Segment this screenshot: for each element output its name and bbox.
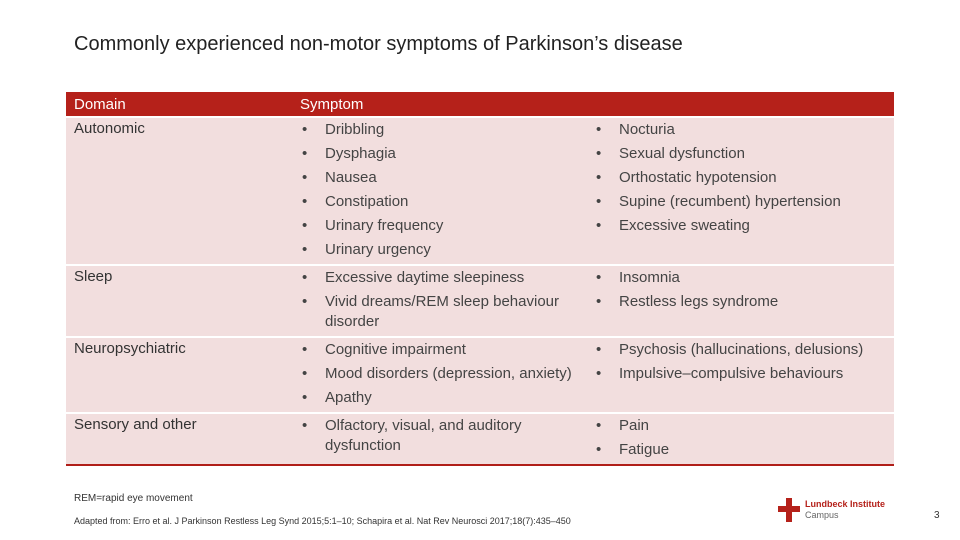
symptom-list: Pain Fatigue: [594, 416, 894, 460]
symptom-list: Insomnia Restless legs syndrome: [594, 268, 894, 312]
symptom-cell: Olfactory, visual, and auditory dysfunct…: [292, 413, 586, 465]
symptom-item: Olfactory, visual, and auditory dysfunct…: [300, 416, 586, 456]
symptom-list: Dribbling Dysphagia Nausea Constipation Urin…: [300, 120, 586, 260]
symptom-table: Domain Symptom Autonomic Dribbling Dysphag…: [66, 92, 894, 466]
symptom-cell: Dribbling Dysphagia Nausea Constipation Urin…: [292, 117, 586, 266]
symptom-item: Excessive daytime sleepiness: [300, 268, 586, 288]
header-row: Domain Symptom: [66, 92, 894, 118]
logo-icon: [778, 498, 800, 522]
symptom-cell: Nocturia Sexual dysfunction Orthostatic hy…: [586, 117, 894, 266]
slide-title: Commonly experienced non-motor symptoms …: [74, 33, 683, 55]
symptom-list: Excessive daytime sleepiness Vivid dreams…: [300, 268, 586, 332]
header-cell: Domain: [66, 92, 292, 118]
table-row: Sensory and otherOlfactory, visual, and …: [66, 413, 894, 465]
symptom-item: Psychosis (hallucinations, delusions): [594, 340, 894, 360]
symptom-item: Mood disorders (depression, anxiety): [300, 364, 586, 384]
domain-cell: Autonomic: [66, 117, 292, 266]
symptom-cell: Cognitive impairment Mood disorders (depr…: [292, 337, 586, 414]
symptom-item: Impulsive–compulsive behaviours: [594, 364, 894, 384]
logo-sub: Campus: [805, 510, 839, 520]
page-number: 3: [934, 510, 940, 521]
header-cell: Symptom: [292, 92, 894, 118]
symptom-item: Excessive sweating: [594, 216, 894, 236]
reference: Adapted from: Erro et al. J Parkinson Re…: [74, 516, 571, 526]
symptom-item: Vivid dreams/REM sleep behaviour disorde…: [300, 292, 586, 332]
symptom-item: Fatigue: [594, 440, 894, 460]
symptom-item: Pain: [594, 416, 894, 436]
symptom-list: Cognitive impairment Mood disorders (depr…: [300, 340, 586, 408]
symptom-cell: Insomnia Restless legs syndrome: [586, 265, 894, 338]
symptom-item: Dribbling: [300, 120, 586, 140]
table-body: Autonomic Dribbling Dysphagia Nausea Constip…: [66, 117, 894, 465]
table-row: Neuropsychiatric Cognitive impairment Mood…: [66, 337, 894, 414]
symptom-item: Restless legs syndrome: [594, 292, 894, 312]
symptom-item: Urinary urgency: [300, 240, 586, 260]
symptom-item: Constipation: [300, 192, 586, 212]
symptom-item: Urinary frequency: [300, 216, 586, 236]
symptom-list: Olfactory, visual, and auditory dysfunct…: [300, 416, 586, 456]
domain-cell: Sensory and other: [66, 413, 292, 465]
symptom-cell: Excessive daytime sleepiness Vivid dreams…: [292, 265, 586, 338]
logo-name: Lundbeck Institute: [805, 499, 886, 509]
symptom-item: Orthostatic hypotension: [594, 168, 894, 188]
symptom-list: Psychosis (hallucinations, delusions) Imp…: [594, 340, 894, 384]
symptom-item: Apathy: [300, 388, 586, 408]
domain-cell: Sleep: [66, 265, 292, 338]
symptom-item: Insomnia: [594, 268, 894, 288]
table-row: Sleep Excessive daytime sleepiness Vivid d…: [66, 265, 894, 338]
symptom-item: Supine (recumbent) hypertension: [594, 192, 894, 212]
symptom-item: Dysphagia: [300, 144, 586, 164]
symptom-list: Nocturia Sexual dysfunction Orthostatic hy…: [594, 120, 894, 236]
table-row: Autonomic Dribbling Dysphagia Nausea Constip…: [66, 117, 894, 266]
symptom-item: Cognitive impairment: [300, 340, 586, 360]
footnote: REM=rapid eye movement: [74, 493, 193, 504]
symptom-item: Nocturia: [594, 120, 894, 140]
symptom-cell: Pain Fatigue: [586, 413, 894, 465]
domain-cell: Neuropsychiatric: [66, 337, 292, 414]
symptom-cell: Psychosis (hallucinations, delusions) Imp…: [586, 337, 894, 414]
symptom-item: Nausea: [300, 168, 586, 188]
symptom-item: Sexual dysfunction: [594, 144, 894, 164]
